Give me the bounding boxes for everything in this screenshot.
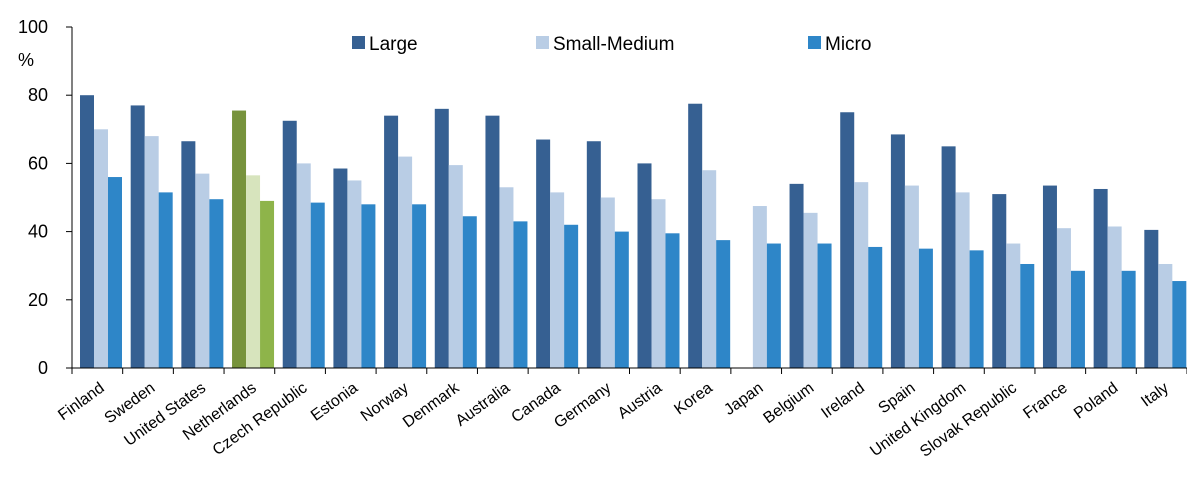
bar-micro-poland bbox=[1121, 270, 1136, 368]
bar-micro-united-kingdom bbox=[969, 250, 984, 368]
bar-small-medium-germany bbox=[600, 197, 615, 368]
bar-micro-canada bbox=[564, 224, 579, 368]
bar-small-medium-austria bbox=[651, 199, 666, 368]
x-category-label: Estonia bbox=[308, 379, 361, 424]
y-axis-unit-label: % bbox=[18, 50, 34, 70]
bar-large-estonia bbox=[333, 168, 348, 368]
bar-micro-spain bbox=[918, 248, 933, 368]
bar-large-belgium bbox=[789, 183, 804, 368]
y-tick-label: 0 bbox=[38, 358, 48, 378]
bar-large-france bbox=[1042, 185, 1057, 368]
bar-large-australia bbox=[485, 115, 500, 368]
y-tick-label: 80 bbox=[28, 85, 48, 105]
bar-large-united-kingdom bbox=[941, 146, 956, 368]
bar-large-czech-republic bbox=[282, 120, 297, 369]
bar-micro-norway bbox=[412, 204, 427, 368]
y-tick-label: 20 bbox=[28, 290, 48, 310]
bar-micro-australia bbox=[513, 221, 528, 368]
bar-large-ireland bbox=[840, 112, 855, 368]
y-tick-label: 100 bbox=[18, 17, 48, 37]
bar-small-medium-spain bbox=[904, 185, 919, 368]
bar-micro-italy bbox=[1172, 281, 1187, 368]
bar-micro-austria bbox=[665, 233, 680, 368]
x-category-label: Germany bbox=[551, 379, 614, 431]
x-category-label: Spain bbox=[876, 379, 919, 417]
bar-small-medium-sweden bbox=[144, 136, 159, 368]
legend-label-small-medium: Small-Medium bbox=[553, 34, 674, 55]
bar-large-spain bbox=[890, 134, 905, 368]
bar-large-canada bbox=[536, 139, 551, 368]
bar-small-medium-poland bbox=[1107, 226, 1122, 368]
bar-large-netherlands bbox=[232, 110, 247, 369]
y-axis: 0 20 40 60 80 100 bbox=[18, 17, 73, 378]
x-category-label: Denmark bbox=[400, 379, 463, 431]
x-category-label: Korea bbox=[671, 379, 716, 418]
x-category-label: Ireland bbox=[818, 379, 868, 422]
bar-large-denmark bbox=[434, 108, 449, 368]
y-tick-label: 60 bbox=[28, 153, 48, 173]
bar-small-medium-czech-republic bbox=[296, 163, 311, 368]
x-category-label: Australia bbox=[453, 379, 513, 429]
bar-large-italy bbox=[1144, 229, 1159, 368]
legend-swatch-large bbox=[352, 36, 365, 49]
bar-small-medium-korea bbox=[702, 170, 717, 368]
bar-small-medium-australia bbox=[499, 187, 514, 368]
bar-small-medium-canada bbox=[550, 192, 565, 368]
bar-small-medium-italy bbox=[1158, 263, 1173, 368]
x-category-label: France bbox=[1020, 379, 1070, 422]
bar-small-medium-united-states bbox=[195, 173, 210, 368]
x-category-label: Czech Republic bbox=[210, 379, 311, 459]
bar-small-medium-united-kingdom bbox=[955, 192, 970, 368]
bar-large-poland bbox=[1093, 188, 1108, 368]
bar-micro-netherlands bbox=[260, 200, 275, 368]
bar-micro-denmark bbox=[462, 216, 477, 368]
bar-large-germany bbox=[586, 141, 601, 368]
x-category-label: Finland bbox=[55, 379, 107, 424]
bar-small-medium-slovak-republic bbox=[1006, 243, 1021, 368]
x-category-label: Belgium bbox=[760, 379, 817, 427]
bar-large-austria bbox=[637, 163, 652, 368]
bar-micro-ireland bbox=[868, 246, 883, 368]
bar-micro-japan bbox=[766, 243, 781, 368]
x-category-label: Poland bbox=[1071, 379, 1121, 422]
bar-micro-slovak-republic bbox=[1020, 263, 1035, 368]
bar-small-medium-norway bbox=[398, 156, 413, 368]
bar-micro-estonia bbox=[361, 204, 376, 368]
bar-micro-korea bbox=[716, 240, 731, 368]
x-category-label: Italy bbox=[1138, 379, 1172, 410]
legend-label-micro: Micro bbox=[825, 34, 871, 55]
bar-large-sweden bbox=[130, 105, 145, 369]
bar-large-korea bbox=[688, 103, 703, 368]
bar-micro-finland bbox=[108, 177, 122, 368]
bar-large-norway bbox=[384, 115, 399, 368]
y-tick-label: 40 bbox=[28, 222, 48, 242]
legend-label-large: Large bbox=[369, 34, 418, 55]
bar-large-finland bbox=[80, 95, 94, 368]
bar-micro-czech-republic bbox=[310, 202, 325, 368]
bar-small-medium-netherlands bbox=[246, 175, 261, 368]
bar-small-medium-france bbox=[1056, 228, 1071, 368]
bar-large-slovak-republic bbox=[992, 194, 1007, 368]
bar-micro-sweden bbox=[158, 192, 173, 368]
legend: Large Small-Medium Micro bbox=[352, 34, 871, 55]
bar-large-united-states bbox=[181, 141, 196, 368]
bar-small-medium-japan bbox=[752, 206, 767, 368]
bar-micro-france bbox=[1070, 270, 1085, 368]
bar-small-medium-estonia bbox=[347, 180, 362, 368]
bar-micro-belgium bbox=[817, 243, 832, 368]
bar-micro-united-states bbox=[209, 199, 224, 368]
bars bbox=[80, 95, 1187, 369]
bar-small-medium-finland bbox=[94, 129, 108, 368]
legend-swatch-small-medium bbox=[536, 36, 549, 49]
bar-small-medium-belgium bbox=[803, 212, 818, 368]
x-category-label: Slovak Republic bbox=[917, 379, 1020, 460]
legend-swatch-micro bbox=[808, 36, 821, 49]
bar-small-medium-ireland bbox=[854, 182, 869, 368]
bar-micro-germany bbox=[614, 231, 629, 368]
x-category-label: Austria bbox=[615, 379, 665, 422]
bar-small-medium-denmark bbox=[448, 165, 463, 368]
